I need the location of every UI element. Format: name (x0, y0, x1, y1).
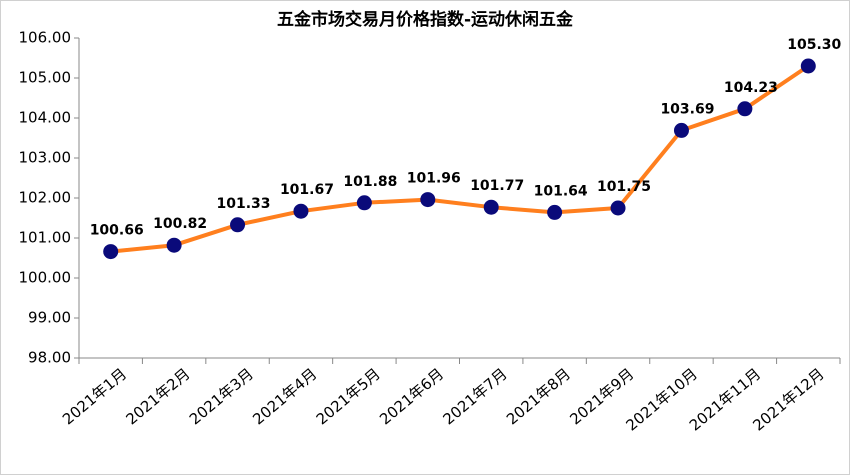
data-label: 103.69 (660, 101, 714, 117)
data-label: 101.33 (217, 196, 271, 212)
y-tick-label: 100.00 (19, 269, 72, 287)
data-label: 101.67 (280, 182, 334, 198)
y-tick-label: 106.00 (19, 29, 72, 47)
data-label: 104.23 (724, 80, 778, 96)
y-tick-label: 102.00 (19, 189, 72, 207)
y-tick-label: 104.00 (19, 109, 72, 127)
data-point (420, 192, 436, 208)
data-point (610, 200, 626, 216)
data-label: 100.82 (153, 216, 207, 232)
y-tick-label: 99.00 (28, 309, 71, 327)
data-point (166, 237, 182, 253)
y-tick-label: 101.00 (19, 229, 72, 247)
data-point (230, 217, 246, 233)
y-tick-label: 105.00 (19, 69, 72, 87)
data-label: 101.75 (597, 179, 651, 195)
data-point (483, 199, 499, 215)
data-point (737, 101, 753, 117)
data-point (673, 122, 689, 138)
data-label: 105.30 (787, 37, 841, 53)
data-point (547, 204, 563, 220)
y-tick-label: 98.00 (28, 349, 71, 367)
data-point (800, 58, 816, 74)
y-tick-label: 103.00 (19, 149, 72, 167)
data-point (103, 244, 119, 260)
data-point (356, 195, 372, 211)
data-point (293, 203, 309, 219)
data-label: 101.88 (343, 174, 397, 190)
data-label: 101.77 (470, 178, 524, 194)
data-label: 101.96 (407, 171, 461, 187)
data-label: 101.64 (534, 183, 588, 199)
chart-title: 五金市场交易月价格指数-运动休闲五金 (277, 9, 574, 30)
series-line (110, 64, 810, 254)
data-label: 100.66 (90, 223, 144, 239)
